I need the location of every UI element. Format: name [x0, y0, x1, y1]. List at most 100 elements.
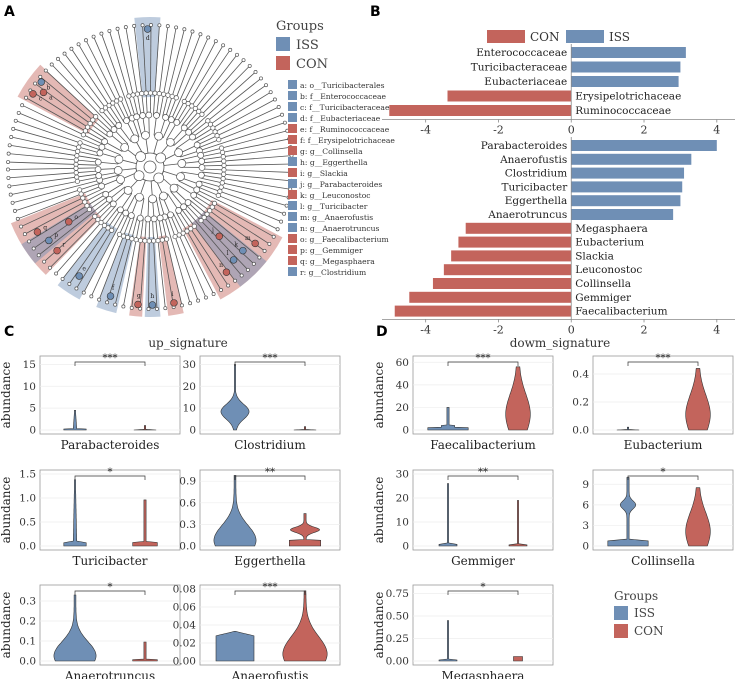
clade-node [165, 24, 170, 29]
violin-con [513, 656, 523, 662]
clade-node [239, 273, 244, 278]
clade-node [85, 124, 91, 130]
violin-con [293, 426, 317, 431]
clade-node [134, 91, 140, 97]
lda-bar-label: Faecalibacterium [575, 306, 667, 318]
node-letter: r [62, 242, 65, 249]
clade-node [123, 25, 128, 30]
clade-branch [69, 227, 109, 285]
violin-y-tick-label: 0 [582, 541, 589, 553]
clade-node [275, 227, 280, 232]
clade-branch [199, 180, 222, 188]
clade-node [24, 95, 28, 100]
taxa-key: a: o__Turicibacterales b: f__Enterococcac… [288, 80, 395, 277]
biomarker-node-con [134, 300, 142, 309]
taxa-key-label: i: g__Slackia [300, 169, 348, 178]
clade-node [117, 206, 124, 214]
biomarker-node-iss [239, 246, 247, 255]
clade-branch [107, 209, 121, 229]
clade-branch [33, 209, 90, 249]
violin-y-tick-label: 0.08 [173, 584, 196, 596]
panel-letter-c: C [4, 324, 14, 340]
biomarker-node-con [39, 88, 48, 97]
taxa-key-label: c: f__Turicibacteraceae [300, 103, 390, 112]
clade-branch [163, 27, 177, 95]
clade-node [211, 200, 218, 206]
clade-node [220, 154, 226, 160]
violin-y-tick-label: 0.2 [572, 397, 589, 409]
node-letter: g [137, 293, 141, 300]
clade-branch [76, 173, 99, 178]
violin-con [289, 513, 321, 547]
clade-node [189, 133, 196, 141]
clade-node [185, 128, 192, 136]
clade-node [101, 138, 108, 145]
clade-branch [171, 31, 193, 97]
clade-branch [92, 119, 111, 135]
clade-node [272, 97, 277, 102]
clade-node [42, 259, 47, 264]
clade-branch [178, 210, 192, 229]
clade-node [77, 140, 83, 146]
clade-node [123, 186, 133, 195]
node-letter: c [39, 96, 43, 103]
clade-node [188, 301, 193, 306]
clade-node [62, 51, 67, 56]
clade-node [211, 292, 216, 296]
taxa-key-label: r: g__Clostridium [300, 268, 366, 277]
clade-branch [216, 106, 279, 137]
clade-branch [10, 180, 78, 195]
lda-bar-label: Eggerthella [505, 195, 568, 207]
clade-branch [86, 193, 106, 207]
clade-node [209, 204, 215, 210]
clade-node [141, 130, 150, 140]
clade-node [110, 126, 118, 133]
clade-node [196, 298, 201, 303]
lda-bar-con [458, 236, 572, 248]
taxa-key-swatch-con [288, 190, 297, 199]
clade-node [143, 90, 149, 96]
clade-node [220, 176, 226, 182]
clade-branch [158, 218, 163, 241]
clade-branch [85, 40, 117, 102]
violin-y-tick-label: 0.4 [572, 369, 589, 381]
clade-node [228, 47, 233, 52]
clade-node [155, 152, 167, 164]
clade-node [212, 129, 218, 135]
clade-node [31, 246, 36, 251]
biomarker-node-iss [143, 25, 152, 33]
clade-branch [128, 95, 136, 118]
violin-y-tick-label: 0.75 [386, 588, 409, 600]
taxa-key-swatch-con [288, 168, 297, 177]
violin-x-label: Eggerthella [234, 554, 305, 568]
biomarker-node-con [29, 90, 37, 98]
violin-x-label: Parabacteroides [61, 438, 160, 452]
clade-node [226, 283, 231, 288]
biomarker-node-con [222, 268, 231, 276]
clade-node [106, 102, 112, 108]
taxa-key-swatch-iss [288, 201, 297, 210]
violin-y-label: abundance [372, 592, 386, 659]
significance-label: *** [263, 353, 278, 364]
clade-branch [108, 105, 122, 124]
violin-frame [412, 584, 554, 666]
biomarker-node-con [215, 232, 223, 240]
clade-node [169, 183, 179, 193]
clade-branch [17, 193, 82, 220]
clade-branch [152, 218, 155, 241]
significance-label: *** [476, 353, 491, 364]
clade-branch [197, 186, 219, 196]
clade-node [12, 208, 17, 213]
clade-branch [122, 239, 137, 307]
clade-branch [84, 191, 105, 203]
clade-branch [85, 130, 105, 142]
panel-letter-a: A [4, 4, 15, 20]
clade-node [82, 128, 88, 134]
clade-branch [175, 211, 188, 232]
clade-node [123, 117, 130, 124]
clade-node [169, 93, 175, 99]
clade-node [13, 118, 18, 123]
lda-bar-label: Turicibacter [502, 181, 569, 193]
clade-node [60, 276, 65, 281]
clade-node [267, 241, 272, 246]
